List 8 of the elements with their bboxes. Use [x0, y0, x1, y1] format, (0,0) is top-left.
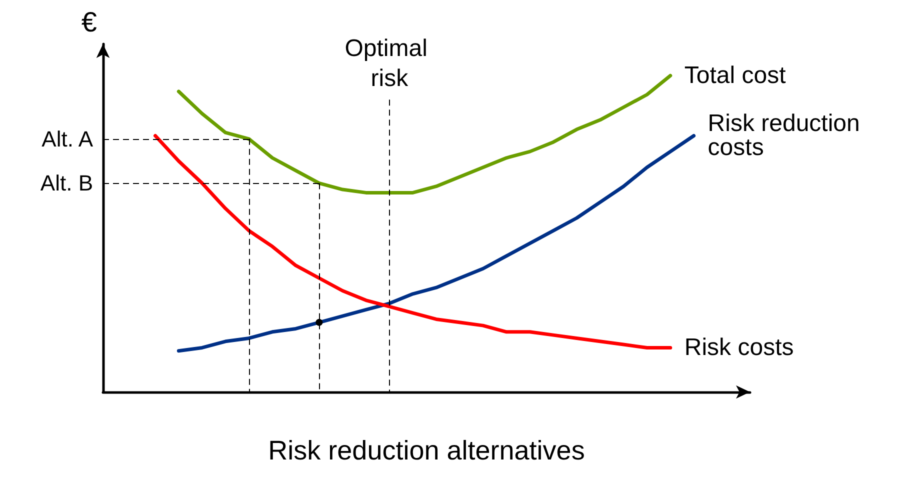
ref-line-label: Alt. B	[40, 170, 93, 196]
ref-line-label: Alt. A	[42, 126, 94, 152]
series-label: Risk reduction costs	[708, 110, 867, 162]
series-label: Risk costs	[684, 334, 794, 362]
series-label: Total cost	[684, 62, 786, 90]
x-axis-title: Risk reduction alternatives	[268, 436, 585, 466]
y-axis-title: €	[81, 6, 98, 38]
annotation: Optimal risk	[344, 35, 434, 92]
